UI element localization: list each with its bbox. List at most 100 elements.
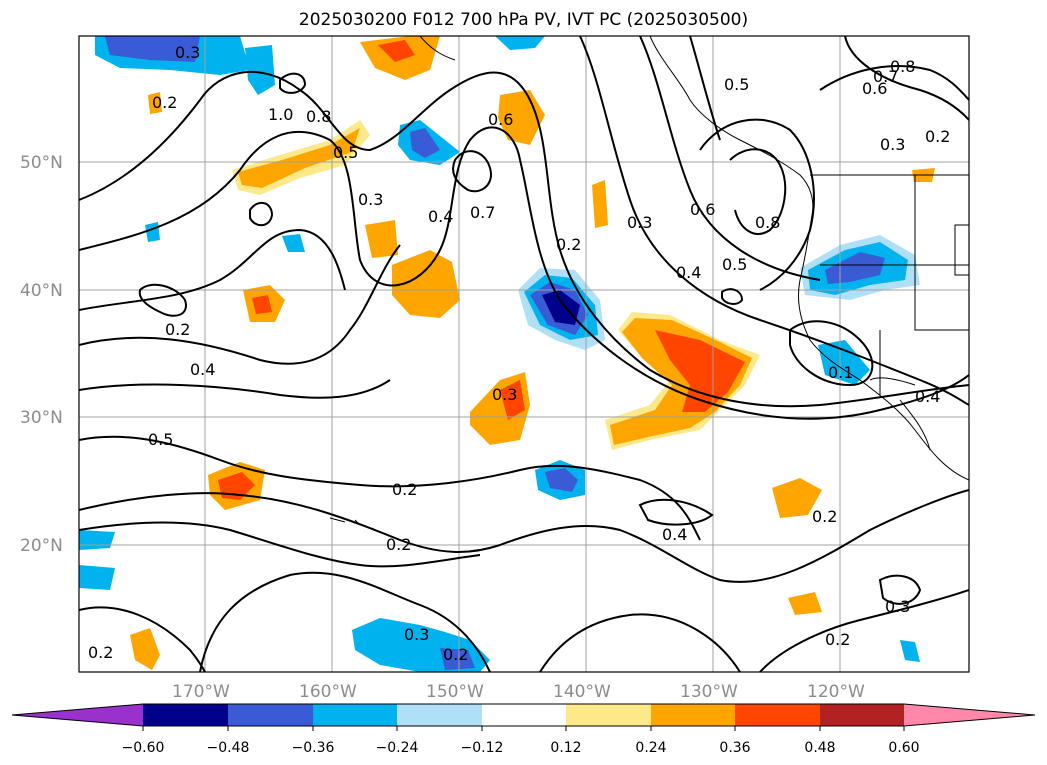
colorbar-extend-right — [904, 704, 1035, 726]
map-plot: 0.3 0.2 1.0 0.8 0.5 0.3 0.4 0.7 0.6 0.2 … — [79, 36, 969, 672]
contour-label: 0.2 — [386, 535, 411, 554]
contour-label: 0.1 — [828, 363, 853, 382]
colorbar-bin — [651, 704, 735, 726]
contour-label: 0.2 — [88, 643, 113, 662]
pos-blob-p7-core — [500, 380, 525, 420]
contour-label: 0.2 — [443, 645, 468, 664]
contour-label: 0.3 — [404, 625, 429, 644]
contour-label: 0.4 — [190, 360, 215, 379]
contour-label: 0.4 — [428, 207, 453, 226]
neg-blob-small2 — [818, 340, 870, 385]
lat-label: 20°N — [20, 536, 63, 556]
colorbar-bin — [820, 704, 904, 726]
contour-label: 0.3 — [885, 597, 910, 616]
colorbar-ticks — [142, 726, 905, 731]
coastlines — [329, 36, 969, 533]
contour-label: 0.3 — [880, 135, 905, 154]
lon-label: 140°W — [553, 682, 611, 702]
contour-label: 0.5 — [333, 143, 358, 162]
lon-label: 160°W — [299, 682, 357, 702]
neg-blob-west20 — [79, 530, 115, 550]
colorbar-extend-left — [12, 704, 143, 726]
pos-blob-p9 — [772, 478, 822, 518]
neg-blob-subtrop-core — [545, 468, 578, 492]
colorbar-tick-label: −0.36 — [292, 740, 335, 756]
neg-blob-south-core — [440, 648, 475, 670]
contour-label: 0.8 — [890, 57, 915, 76]
colorbar-bin — [566, 704, 651, 726]
lat-label: 50°N — [20, 153, 63, 173]
contour-label: 0.2 — [165, 320, 190, 339]
pos-blob-ridge-core — [238, 128, 360, 188]
lon-label: 120°W — [807, 682, 865, 702]
colorbar-tick-label: 0.24 — [635, 740, 666, 756]
contour-label: 0.3 — [358, 190, 383, 209]
pos-blob-p5 — [592, 180, 608, 228]
lon-label: 150°W — [426, 682, 484, 702]
shading-layer — [79, 36, 935, 672]
contour-label: 0.8 — [755, 213, 780, 232]
pos-blob-p2 — [148, 92, 162, 114]
colorbar-tick-label: −0.60 — [122, 740, 165, 756]
lon-axis: 170°W 160°W 150°W 140°W 130°W 120°W — [172, 682, 865, 702]
colorbar-bin — [482, 704, 566, 726]
contour-label: 0.7 — [873, 67, 898, 86]
colorbar-tick-label: −0.12 — [461, 740, 504, 756]
lon-label: 170°W — [172, 682, 230, 702]
neg-blob-top — [495, 36, 545, 50]
contour-label: 0.6 — [488, 110, 513, 129]
lat-label: 40°N — [20, 281, 63, 301]
colorbar-tick-label: −0.48 — [207, 740, 250, 756]
map-title: 2025030200 F012 700 hPa PV, IVT PC (2025… — [298, 10, 749, 30]
neg-blob-small5 — [282, 234, 305, 252]
map-frame — [78, 35, 970, 673]
contour-labels: 0.3 0.2 1.0 0.8 0.5 0.3 0.4 0.7 0.6 0.2 … — [88, 43, 950, 664]
pos-blob-main-core — [655, 330, 745, 412]
pos-blob-p11 — [788, 592, 822, 615]
colorbar-tick-label: 0.60 — [888, 740, 919, 756]
contour-label: 0.4 — [915, 387, 940, 406]
contour-label: 0.8 — [306, 107, 331, 126]
lon-label: 130°W — [680, 682, 738, 702]
contour-label: 0.2 — [825, 630, 850, 649]
contour-label: 0.3 — [492, 385, 517, 404]
colorbar-tick-label: −0.24 — [376, 740, 419, 756]
contour-label: 0.4 — [662, 525, 687, 544]
contour-label: 1.0 — [268, 105, 293, 124]
pos-blob-north-core — [378, 40, 415, 62]
contour-label: 0.7 — [470, 203, 495, 222]
contour-label: 0.2 — [812, 507, 837, 526]
colorbar-bin — [143, 704, 228, 726]
neg-blob-west18 — [79, 565, 115, 590]
pos-blob-p3 — [365, 220, 398, 258]
contour-label: 0.3 — [627, 213, 652, 232]
contour-label: 0.2 — [392, 480, 417, 499]
pos-blob-p1 — [498, 90, 545, 145]
lat-label: 30°N — [20, 408, 63, 428]
contour-label: 0.2 — [925, 127, 950, 146]
contour-label: 0.2 — [556, 235, 581, 254]
colorbar-tick-label: 0.48 — [804, 740, 835, 756]
contour-label: 0.6 — [690, 200, 715, 219]
neg-blob-nw-core — [105, 36, 200, 62]
colorbar-bin — [228, 704, 313, 726]
contour-label: 0.5 — [722, 255, 747, 274]
colorbar-bin — [397, 704, 482, 726]
contour-label: 0.5 — [148, 430, 173, 449]
contour-label: 0.3 — [175, 43, 200, 62]
neg-blob-mid1-core — [410, 128, 440, 158]
colorbar-bin — [313, 704, 397, 726]
contour-label: 0.2 — [152, 93, 177, 112]
neg-blob-center-deep — [542, 290, 580, 325]
colorbar: −0.60 −0.48 −0.36 −0.24 −0.12 0.12 0.24 … — [11, 703, 1036, 756]
contour-label: 0.6 — [862, 79, 887, 98]
neg-blob-small3 — [900, 640, 920, 662]
pv-contours — [79, 36, 969, 672]
contour-label: 0.4 — [676, 263, 701, 282]
pos-blob-p4 — [392, 250, 460, 318]
pos-blob-p10 — [130, 628, 160, 670]
pos-blob-p6-core — [252, 295, 272, 314]
contour-label: 0.5 — [724, 75, 749, 94]
neg-blob-small1 — [245, 45, 275, 95]
